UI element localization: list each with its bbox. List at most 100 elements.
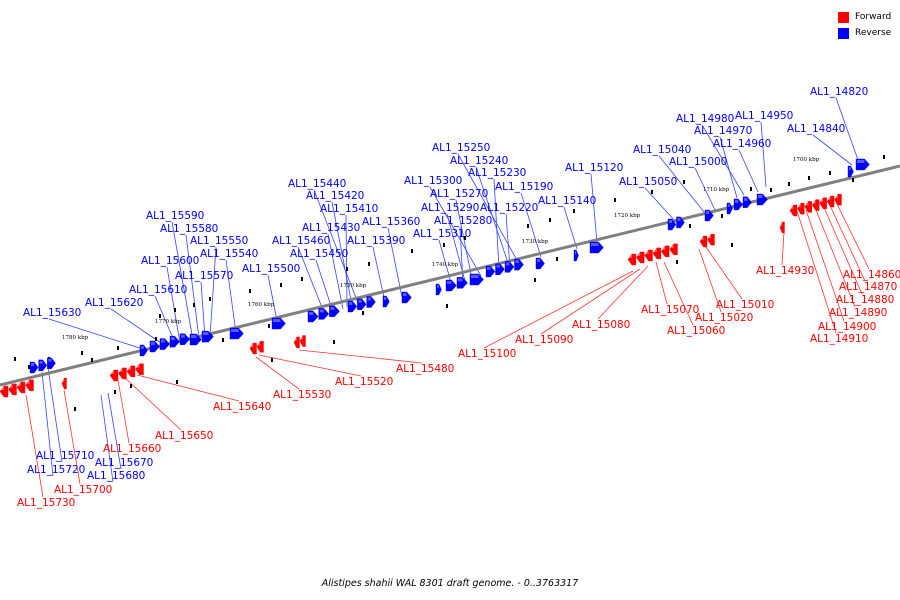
gene-label[interactable]: AL1_15010 bbox=[716, 299, 774, 311]
leader-line bbox=[171, 221, 194, 341]
leader-line bbox=[719, 136, 738, 199]
gene-label[interactable]: AL1_15640 bbox=[213, 401, 271, 413]
feature-highlight bbox=[141, 346, 144, 349]
gene-label[interactable]: AL1_14880 bbox=[836, 294, 894, 306]
leader-line bbox=[520, 192, 542, 258]
gene-label[interactable]: AL1_15590 bbox=[146, 210, 204, 222]
gene-label[interactable]: AL1_15280 bbox=[434, 215, 492, 227]
gene-label[interactable]: AL1_14970 bbox=[694, 125, 752, 137]
gene-label[interactable]: AL1_14910 bbox=[810, 333, 868, 345]
leader-line bbox=[41, 371, 54, 477]
reverse-gene-feature bbox=[366, 296, 376, 308]
leader-lines bbox=[25, 97, 870, 498]
gene-label[interactable]: AL1_15520 bbox=[335, 376, 393, 388]
gene-label[interactable]: AL1_15360 bbox=[362, 216, 420, 228]
gene-label[interactable]: AL1_15720 bbox=[27, 464, 85, 476]
gene-label[interactable]: AL1_15020 bbox=[695, 312, 753, 324]
gene-label[interactable]: AL1_15620 bbox=[85, 297, 143, 309]
forward-gene-feature bbox=[249, 342, 257, 355]
gene-label[interactable]: AL1_15290 bbox=[421, 202, 479, 214]
feature-highlight bbox=[701, 237, 704, 240]
reverse-gene-feature bbox=[347, 300, 358, 313]
scale-label: 1730 kbp bbox=[522, 239, 549, 245]
gene-label[interactable]: AL1_15450 bbox=[290, 248, 348, 260]
gene-label[interactable]: AL1_15100 bbox=[458, 348, 516, 360]
gene-label[interactable]: AL1_15610 bbox=[129, 284, 187, 296]
gene-label[interactable]: AL1_15040 bbox=[633, 144, 691, 156]
gene-label[interactable]: AL1_15120 bbox=[565, 162, 623, 174]
leader-line bbox=[738, 149, 759, 193]
gene-label[interactable]: AL1_15500 bbox=[242, 263, 300, 275]
forward-gene-feature bbox=[61, 377, 67, 390]
feature-highlight bbox=[857, 160, 865, 163]
gene-label[interactable]: AL1_14840 bbox=[787, 123, 845, 135]
feature-highlight bbox=[670, 244, 674, 248]
reverse-gene-feature bbox=[733, 198, 743, 211]
gene-label[interactable]: AL1_15250 bbox=[432, 142, 490, 154]
gene-label[interactable]: AL1_15080 bbox=[572, 319, 630, 331]
gene-label[interactable]: AL1_14860 bbox=[843, 269, 900, 281]
gene-label[interactable]: AL1_15440 bbox=[288, 178, 346, 190]
gene-label[interactable]: AL1_15480 bbox=[396, 363, 454, 375]
leader-line bbox=[345, 214, 348, 308]
leader-line bbox=[154, 295, 176, 344]
reverse-gene-feature bbox=[329, 305, 340, 318]
gene-label[interactable]: AL1_15140 bbox=[538, 195, 596, 207]
leader-line bbox=[166, 266, 181, 344]
gene-label[interactable]: AL1_15660 bbox=[103, 443, 161, 455]
tick-mark bbox=[28, 365, 30, 369]
gene-label[interactable]: AL1_15050 bbox=[619, 176, 677, 188]
gene-label[interactable]: AL1_15000 bbox=[669, 156, 727, 168]
gene-label[interactable]: AL1_15540 bbox=[200, 248, 258, 260]
gene-labels: AL1_14820AL1_14840AL1_14950AL1_14980AL1_… bbox=[17, 86, 900, 509]
gene-label[interactable]: AL1_14950 bbox=[735, 110, 793, 122]
gene-label[interactable]: AL1_15550 bbox=[190, 235, 248, 247]
reverse-gene-feature bbox=[847, 165, 854, 178]
gene-label[interactable]: AL1_15670 bbox=[95, 457, 153, 469]
gene-label[interactable]: AL1_14870 bbox=[839, 281, 897, 293]
gene-label[interactable]: AL1_15580 bbox=[160, 223, 218, 235]
gene-label[interactable]: AL1_15410 bbox=[320, 203, 378, 215]
gene-label[interactable]: AL1_14980 bbox=[676, 113, 734, 125]
gene-label[interactable]: AL1_15390 bbox=[347, 235, 405, 247]
gene-label[interactable]: AL1_15430 bbox=[302, 222, 360, 234]
gene-label[interactable]: AL1_15310 bbox=[413, 228, 471, 240]
tick-mark bbox=[14, 357, 16, 361]
gene-label[interactable]: AL1_15680 bbox=[87, 470, 145, 482]
gene-label[interactable]: AL1_15530 bbox=[273, 389, 331, 401]
feature-highlight bbox=[662, 246, 666, 250]
gene-label[interactable]: AL1_14820 bbox=[810, 86, 868, 98]
gene-label[interactable]: AL1_15230 bbox=[468, 167, 526, 179]
gene-label[interactable]: AL1_15300 bbox=[404, 175, 462, 187]
gene-label[interactable]: AL1_14890 bbox=[829, 307, 887, 319]
gene-label[interactable]: AL1_15630 bbox=[23, 307, 81, 319]
gene-label[interactable]: AL1_15220 bbox=[480, 202, 538, 214]
leader-line bbox=[827, 200, 866, 282]
gene-label[interactable]: AL1_15070 bbox=[641, 304, 699, 316]
feature-highlight bbox=[487, 267, 491, 270]
gene-label[interactable]: AL1_15700 bbox=[54, 484, 112, 496]
gene-label[interactable]: AL1_15190 bbox=[495, 181, 553, 193]
gene-label[interactable]: AL1_15240 bbox=[450, 155, 508, 167]
tick-mark bbox=[268, 324, 270, 328]
feature-highlight bbox=[515, 260, 519, 264]
feature-highlight bbox=[203, 332, 209, 336]
tick-mark bbox=[411, 249, 413, 253]
gene-label[interactable]: AL1_14960 bbox=[713, 138, 771, 150]
gene-label[interactable]: AL1_15420 bbox=[306, 190, 364, 202]
gene-label[interactable]: AL1_15570 bbox=[175, 270, 233, 282]
gene-label[interactable]: AL1_14930 bbox=[756, 265, 814, 277]
gene-label[interactable]: AL1_15270 bbox=[430, 188, 488, 200]
gene-label[interactable]: AL1_14900 bbox=[818, 321, 876, 333]
feature-highlight bbox=[136, 364, 140, 368]
leader-line bbox=[821, 202, 863, 295]
gene-label[interactable]: AL1_15600 bbox=[141, 255, 199, 267]
gene-label[interactable]: AL1_15060 bbox=[667, 325, 725, 337]
gene-label[interactable]: AL1_15090 bbox=[515, 334, 573, 346]
gene-label[interactable]: AL1_15650 bbox=[155, 430, 213, 442]
gene-label[interactable]: AL1_15730 bbox=[17, 497, 75, 509]
tick-mark bbox=[770, 188, 772, 192]
tick-mark bbox=[155, 337, 157, 341]
gene-label[interactable]: AL1_15710 bbox=[36, 450, 94, 462]
gene-label[interactable]: AL1_15460 bbox=[272, 235, 330, 247]
